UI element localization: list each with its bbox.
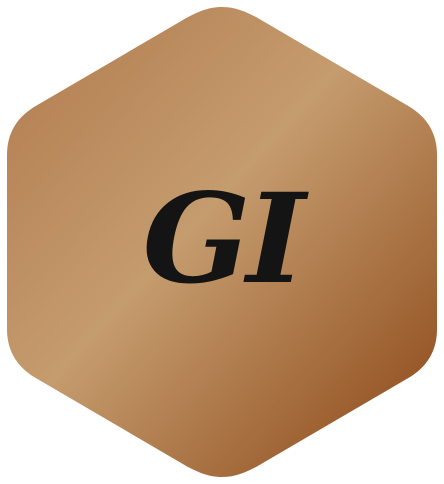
hexagon-shape (7, 7, 437, 477)
logo-initials: GI (142, 167, 305, 312)
